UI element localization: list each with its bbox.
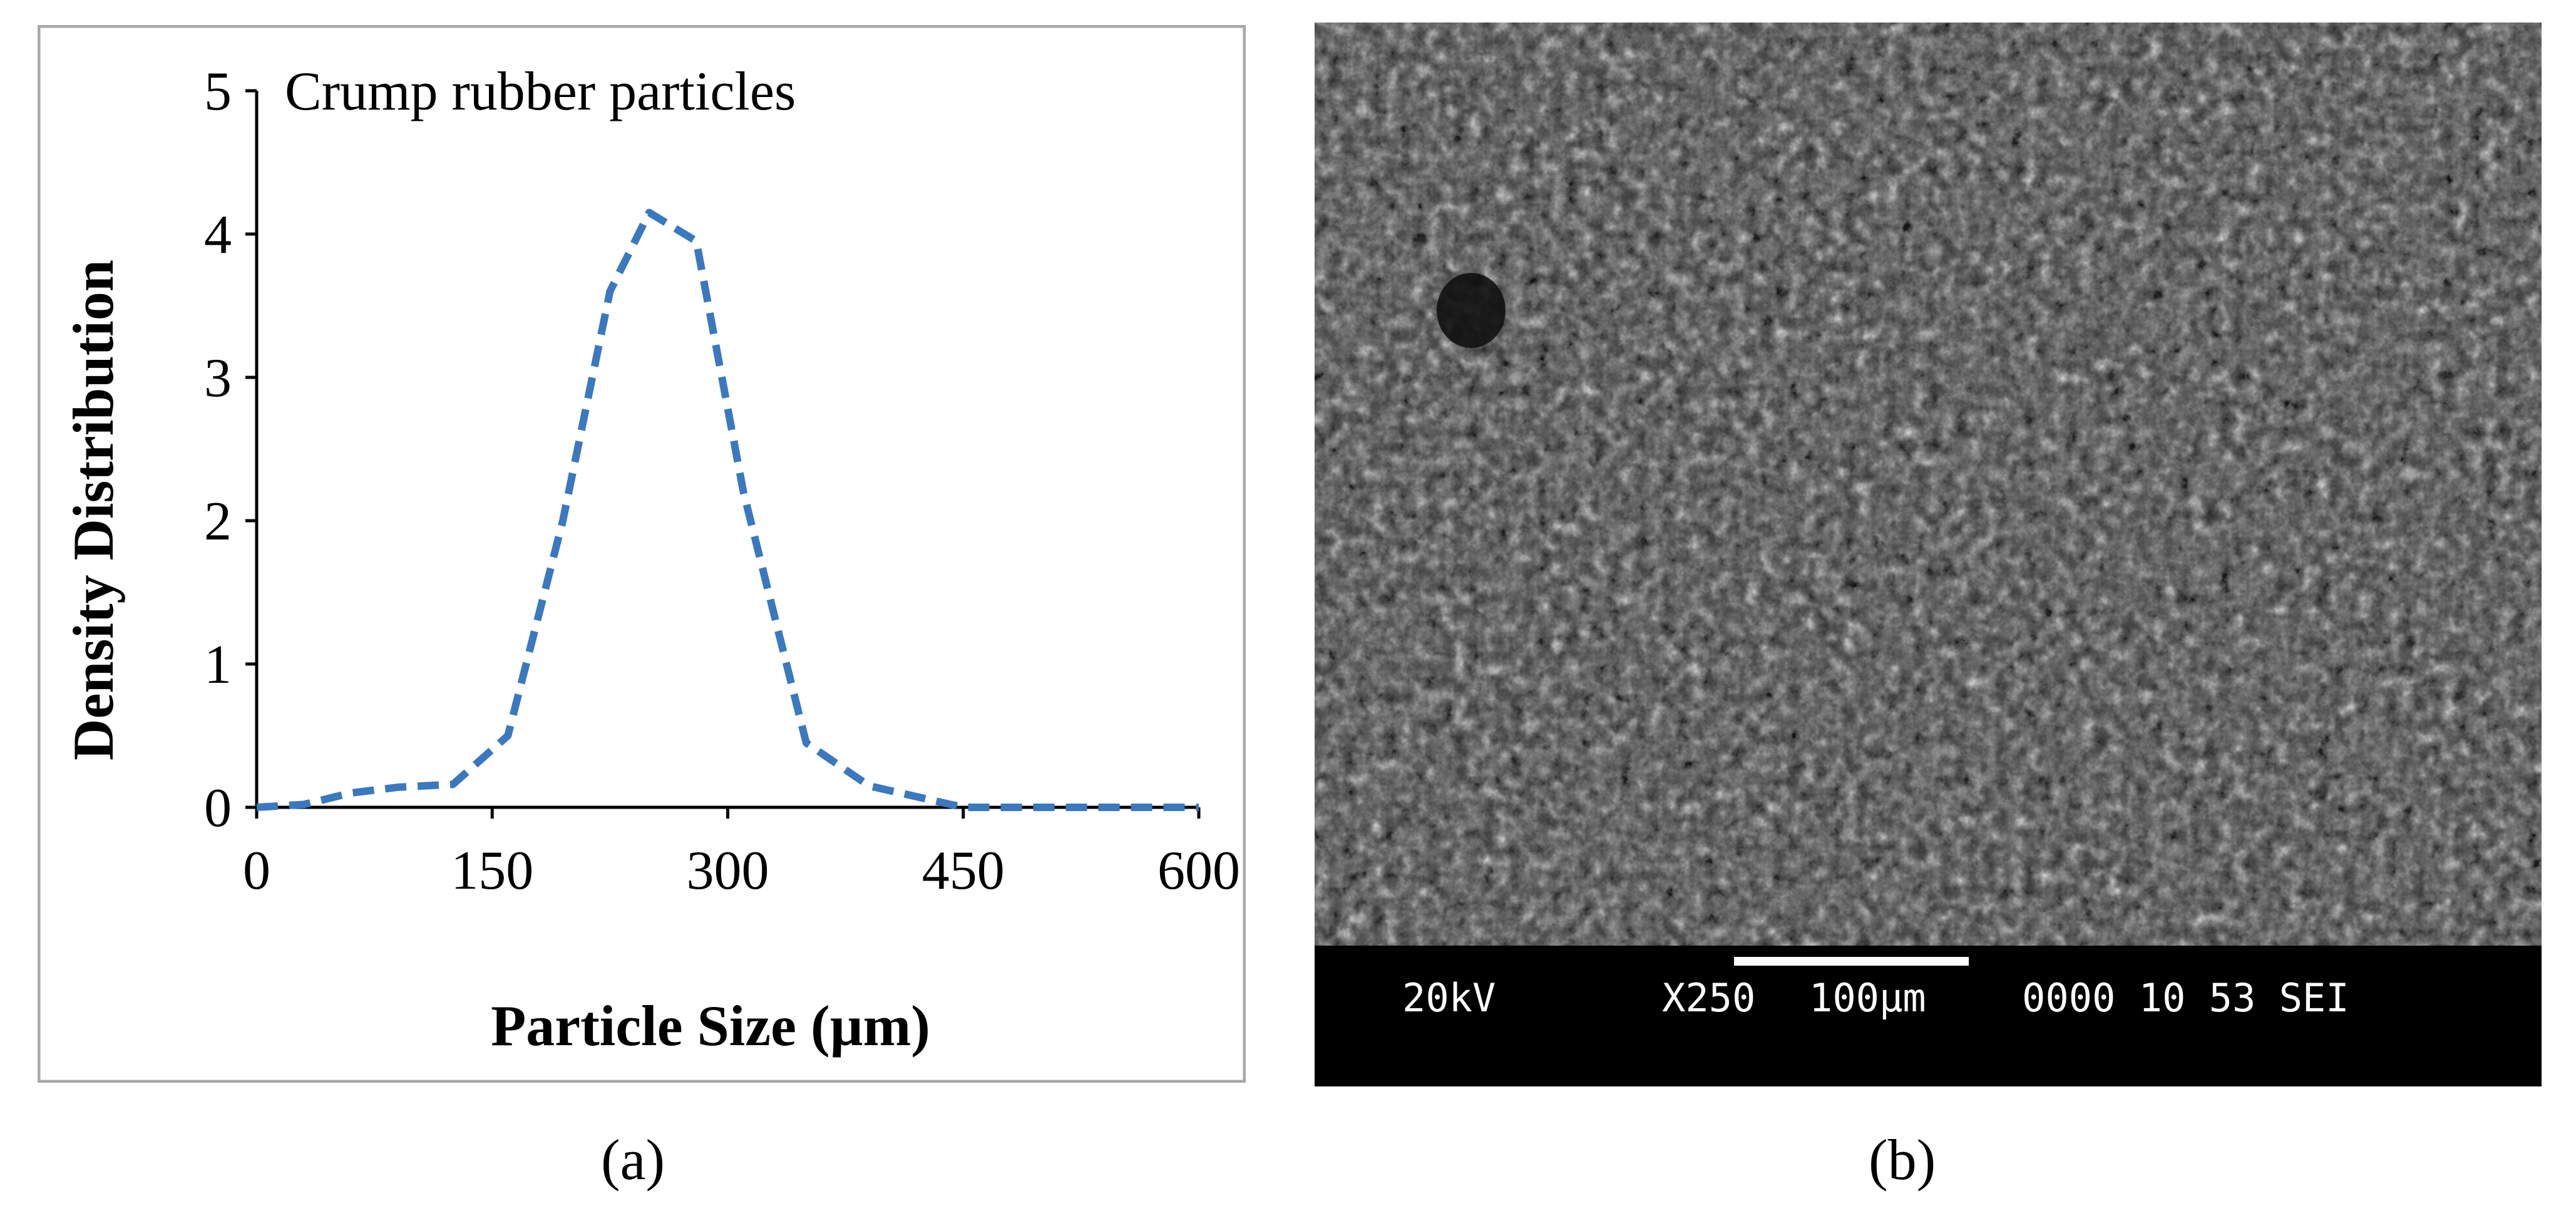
sem-image: 20kV X250 100µm 0000 10 53 SEI: [1315, 23, 2542, 1086]
x-tick-label: 0: [243, 840, 270, 901]
y-tick-label: 1: [204, 635, 232, 695]
chart-svg: 0 1 2 3 4 5 0 150 300 450 600 Crump rubber partic…: [38, 25, 1246, 1083]
y-tick-label: 3: [204, 348, 232, 409]
x-tick-label: 150: [451, 840, 533, 901]
y-ticks: 0 1 2 3 4 5: [204, 61, 257, 839]
sem-code: 0000 10 53 SEI: [2022, 975, 2349, 1021]
sem-micrograph: 20kV X250 100µm 0000 10 53 SEI: [1315, 23, 2542, 1086]
chart-frame: [38, 25, 1246, 1083]
x-tick-label: 450: [922, 840, 1005, 901]
y-tick-label: 0: [204, 778, 232, 839]
y-tick-label: 4: [204, 205, 232, 265]
y-axis-label: Density Distribution: [61, 260, 125, 760]
x-tick-label: 600: [1157, 840, 1240, 901]
sem-dark-pore: [1437, 273, 1506, 348]
sem-voltage: 20kV: [1402, 975, 1496, 1021]
caption-b: (b): [1869, 1128, 1936, 1192]
density-curve: [256, 208, 1199, 811]
chart-title: Crump rubber particles: [285, 61, 796, 122]
sem-info-bar: [1315, 946, 2542, 1086]
sem-scale-label: 100µm: [1809, 975, 1926, 1021]
x-axis-label: Particle Size (µm): [491, 994, 930, 1058]
caption-a: (a): [601, 1128, 665, 1192]
density-distribution-chart: 0 1 2 3 4 5 0 150 300 450 600 Crump rubber partic…: [38, 25, 1246, 1083]
y-tick-label: 2: [204, 491, 232, 552]
x-tick-label: 300: [687, 840, 769, 901]
sem-magnification: X250: [1662, 975, 1755, 1021]
x-ticks: 0 150 300 450 600: [243, 807, 1240, 901]
y-tick-label: 5: [204, 61, 232, 122]
sem-fine-texture: [1315, 23, 2542, 946]
